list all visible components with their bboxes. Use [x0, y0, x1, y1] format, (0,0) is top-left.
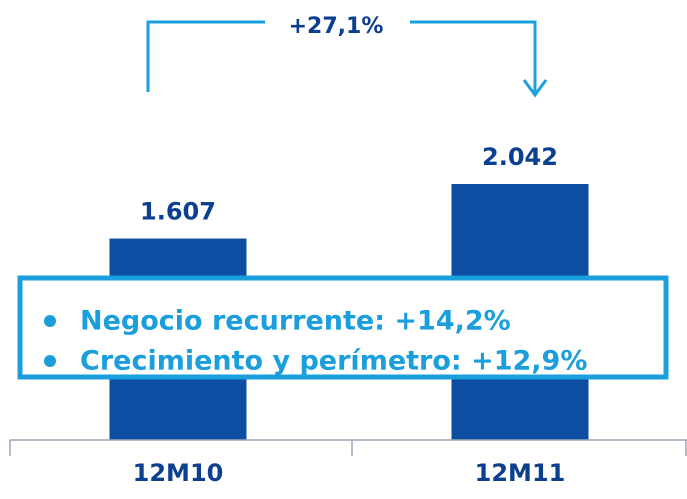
- arrow-head: [522, 79, 548, 98]
- value-label: 1.607: [140, 198, 216, 226]
- bracket-right: [410, 20, 537, 92]
- bracket-left: [146, 20, 265, 92]
- value-label: 2.042: [482, 143, 558, 171]
- bullet-dot: [44, 355, 56, 367]
- x-tick-label: 12M11: [475, 459, 566, 487]
- bullet-text: Negocio recurrente: +14,2%: [80, 306, 511, 337]
- growth-bracket: [146, 20, 548, 98]
- bullet-text: Crecimiento y perímetro: +12,9%: [80, 346, 587, 377]
- growth-annotation: +27,1%: [289, 14, 384, 39]
- bullet-box: [17, 275, 669, 380]
- x-tick-label: 12M10: [133, 459, 224, 487]
- x-axis: [9, 439, 687, 456]
- bullet-dot: [44, 315, 56, 327]
